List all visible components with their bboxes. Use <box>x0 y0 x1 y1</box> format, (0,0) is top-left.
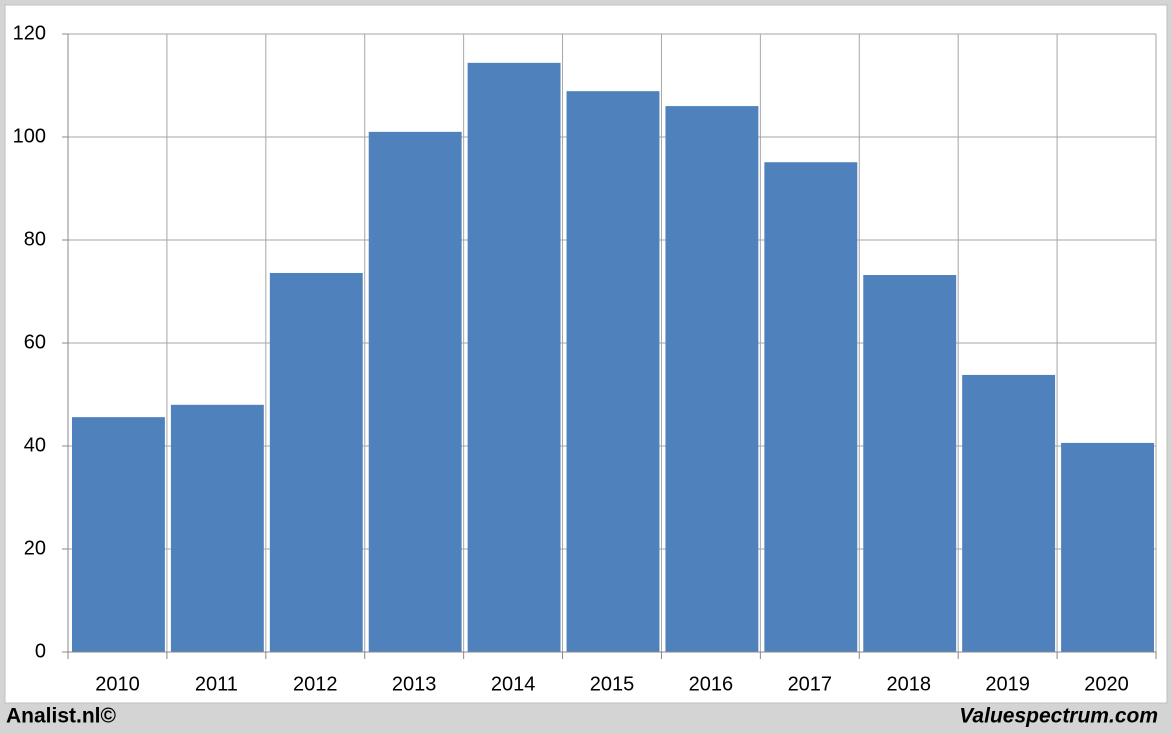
y-tick-label: 100 <box>13 125 46 147</box>
y-tick-label: 120 <box>13 22 46 44</box>
bar <box>368 131 462 653</box>
bar <box>566 91 660 653</box>
x-tick-label: 2017 <box>788 673 833 695</box>
x-tick-label: 2019 <box>985 673 1030 695</box>
x-tick-label: 2011 <box>195 673 238 695</box>
y-tick-label: 20 <box>24 537 46 559</box>
bar <box>863 275 957 652</box>
bar <box>962 374 1056 652</box>
bar <box>269 272 363 652</box>
x-tick-label: 2014 <box>491 673 536 695</box>
bar <box>72 417 165 652</box>
y-tick-label: 60 <box>24 331 46 353</box>
bar <box>467 62 561 652</box>
bar <box>764 162 858 653</box>
bar <box>1061 442 1154 652</box>
x-tick-label: 2018 <box>886 673 931 695</box>
x-tick-label: 2012 <box>293 673 338 695</box>
x-tick-label: 2016 <box>689 673 734 695</box>
source-right: Valuespectrum.com <box>959 705 1158 728</box>
y-tick-label: 40 <box>24 434 46 456</box>
x-tick-label: 2015 <box>590 673 635 695</box>
x-tick-label: 2010 <box>95 673 140 695</box>
x-tick-label: 2013 <box>392 673 437 695</box>
x-tick-label: 2020 <box>1084 673 1129 695</box>
source-left: Analist.nl© <box>6 705 117 728</box>
y-tick-label: 0 <box>35 640 46 662</box>
bar <box>665 106 759 653</box>
y-tick-label: 80 <box>24 228 46 250</box>
bar <box>170 404 264 652</box>
